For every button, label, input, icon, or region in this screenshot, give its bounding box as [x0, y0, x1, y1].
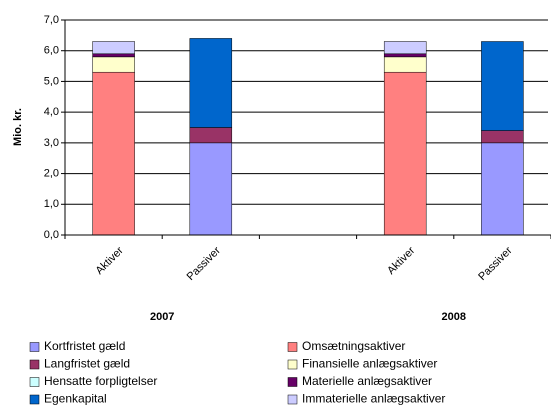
x-tick-label: Aktiver — [94, 244, 126, 276]
bar-segment — [189, 127, 233, 144]
y-axis-label: Mio. kr. — [12, 108, 24, 146]
bar-segment — [189, 38, 233, 128]
legend-label: Finansielle anlægsaktiver — [302, 357, 437, 371]
bar-segment — [383, 71, 427, 236]
legend-label: Omsætningsaktiver — [302, 339, 405, 353]
bar-segment — [92, 71, 135, 236]
legend-label: Kortfristet gæld — [44, 339, 125, 353]
bar-segment — [383, 53, 427, 58]
legend-swatch — [287, 394, 298, 405]
group-label: 2007 — [150, 311, 174, 323]
bar-segment — [383, 56, 427, 73]
bar-segment — [481, 142, 524, 236]
legend-label: Immaterielle anlægsaktiver — [302, 392, 445, 406]
legend-label: Hensatte forpligtelser — [44, 374, 157, 388]
legend-swatch — [29, 359, 40, 370]
legend-swatch — [29, 377, 40, 387]
legend-label: Langfristet gæld — [44, 357, 130, 371]
y-tick-label: 7,0 — [44, 14, 59, 26]
y-tick-label: 3,0 — [44, 137, 59, 149]
bar-segment — [481, 41, 524, 131]
legend-label: Materielle anlægsaktiver — [302, 374, 432, 388]
y-tick-label: 0,0 — [44, 229, 59, 241]
legend-label: Egenkapital — [44, 392, 107, 406]
legend-swatch — [287, 377, 298, 387]
y-tick-label: 5,0 — [44, 75, 59, 87]
legend-swatch — [287, 359, 298, 370]
bar-segment — [481, 130, 524, 144]
legend-swatch — [287, 342, 298, 352]
x-tick-label: Passiver — [185, 244, 224, 283]
bar-segment — [92, 41, 135, 55]
x-tick-label: Passiver — [476, 244, 515, 283]
y-tick-label: 2,0 — [44, 167, 59, 179]
y-tick-label: 1,0 — [44, 198, 59, 210]
y-tick-label: 6,0 — [44, 45, 59, 57]
legend-swatch — [29, 342, 40, 352]
bar-segment — [189, 142, 233, 236]
bar-segment — [92, 53, 135, 58]
group-label: 2008 — [442, 311, 466, 323]
legend-swatch — [29, 394, 40, 405]
y-tick-label: 4,0 — [44, 106, 59, 118]
bar-segment — [383, 41, 427, 55]
bar-segment — [92, 56, 135, 73]
x-tick-label: Aktiver — [385, 244, 417, 276]
